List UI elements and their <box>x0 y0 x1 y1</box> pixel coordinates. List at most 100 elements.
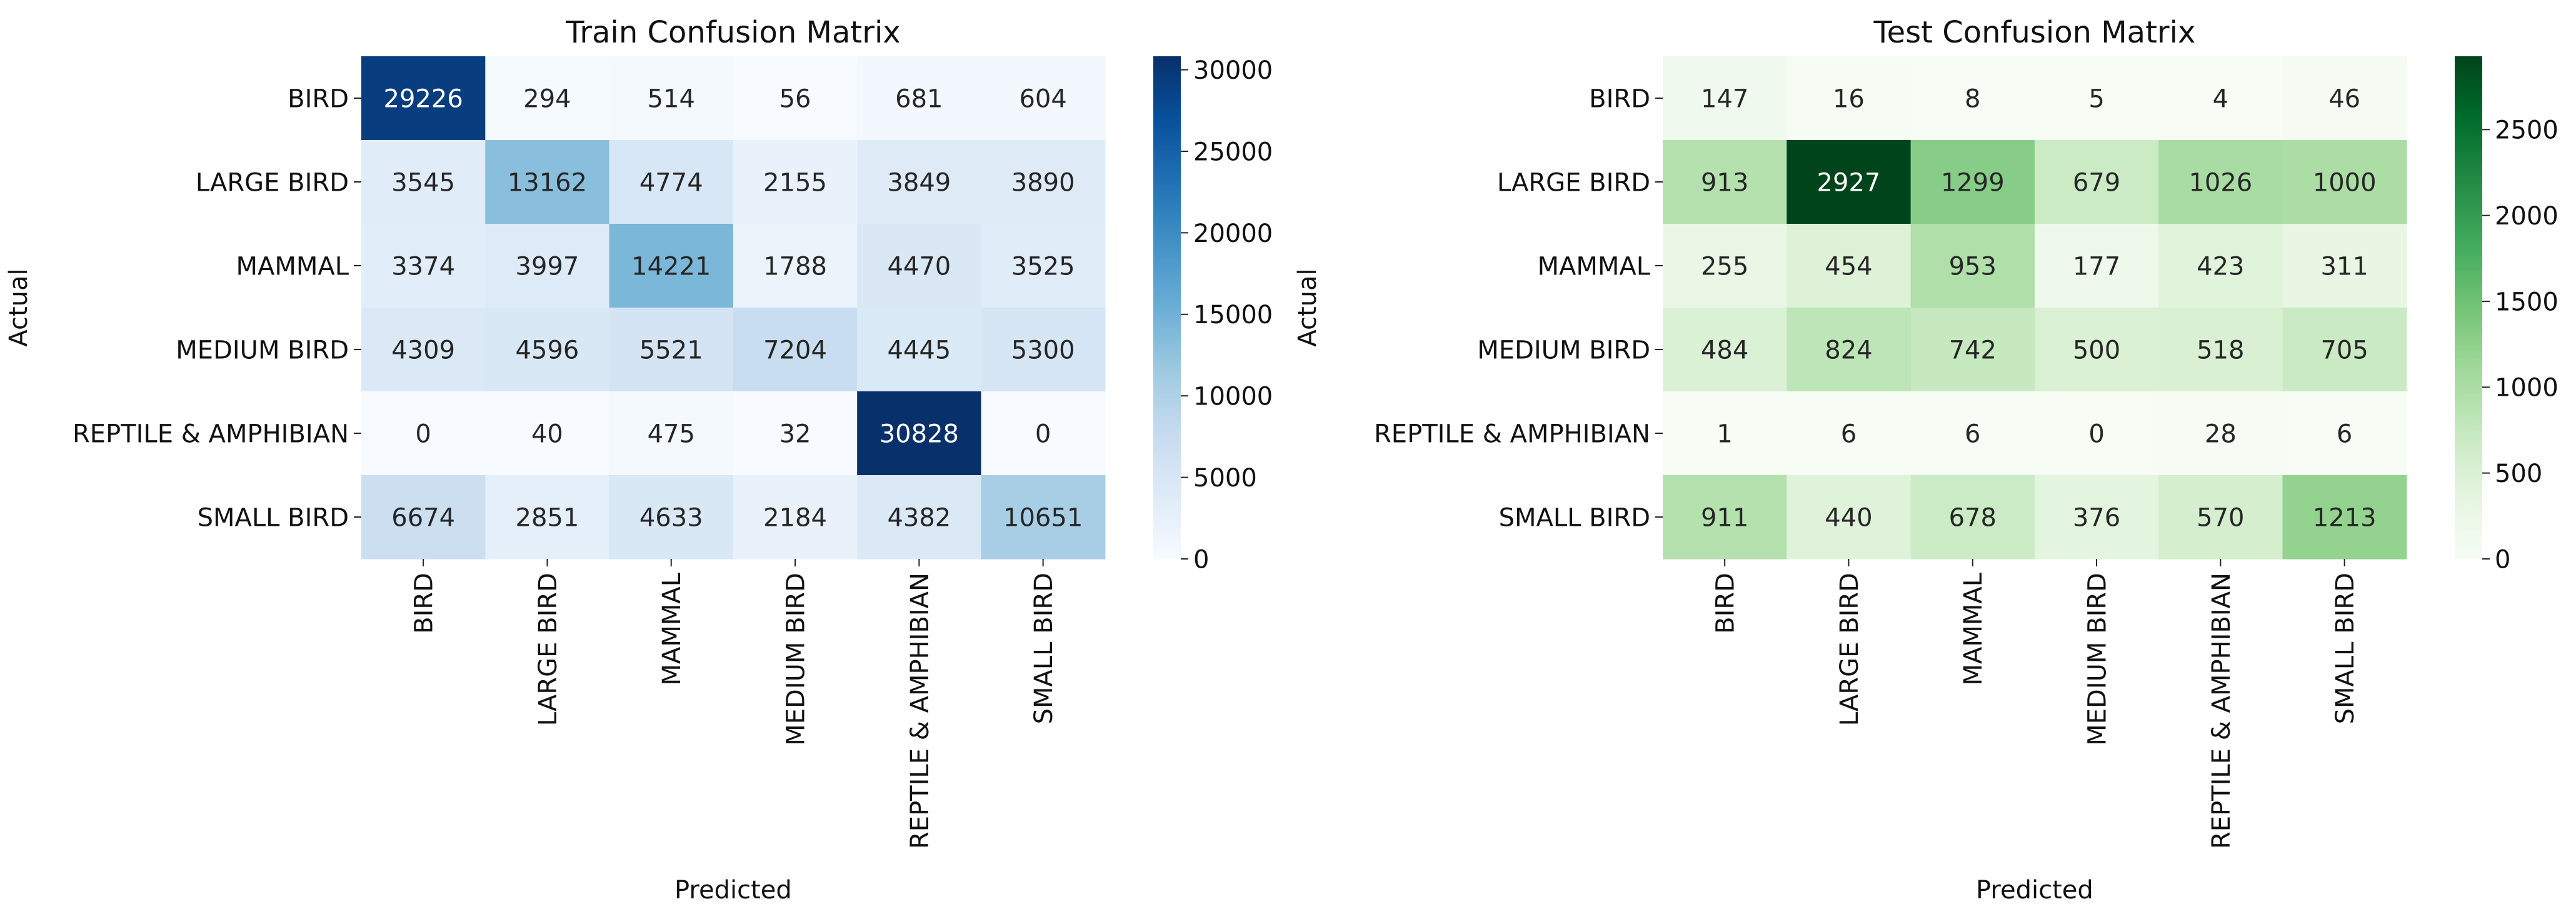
train-cell-r1-c2 <box>609 140 734 224</box>
test-colorbar-tick-label-3: 1500 <box>2495 288 2558 316</box>
test-cell-label-r5-c3: 376 <box>2073 503 2120 532</box>
test-cell-label-r4-c0: 1 <box>1716 419 1732 448</box>
train-cell-r3-c1 <box>485 308 610 392</box>
test-cell-r4-c0 <box>1663 391 1787 476</box>
train-cell-label-r2-c5: 3525 <box>1011 252 1075 281</box>
train-y-tick-label-3: MEDIUM BIRD <box>176 336 349 364</box>
train-y-tick-label-4: REPTILE & AMPHIBIAN <box>73 419 349 448</box>
test-cell-label-r3-c3: 500 <box>2073 336 2120 364</box>
test-cell-r4-c1 <box>1787 391 1912 476</box>
test-cell-label-r2-c2: 953 <box>1949 252 1997 281</box>
test-cell-label-r5-c0: 911 <box>1701 503 1748 532</box>
train-cell-r2-c4 <box>857 224 982 308</box>
test-cell-r3-c1 <box>1787 308 1912 392</box>
train-cell-r0-c4 <box>857 56 982 141</box>
train-cell-label-r1-c1: 13162 <box>508 168 587 197</box>
test-cell-r5-c5 <box>2282 475 2407 560</box>
train-x-axis-label: Predicted <box>674 876 792 905</box>
test-cell-label-r2-c1: 454 <box>1825 252 1872 281</box>
test-cell-label-r2-c4: 423 <box>2197 252 2244 281</box>
test-cell-r4-c3 <box>2034 391 2159 476</box>
test-cell-r3-c4 <box>2158 308 2283 392</box>
test-cell-r2-c2 <box>1910 224 2035 308</box>
test-cell-r2-c0 <box>1663 224 1787 308</box>
test-x-tick-label-2: MAMMAL <box>1959 572 1988 685</box>
train-cell-label-r5-c0: 6674 <box>391 503 455 532</box>
test-cell-r1-c1 <box>1787 140 1912 224</box>
test-cell-r4-c4 <box>2158 391 2283 476</box>
test-cell-r3-c0 <box>1663 308 1787 392</box>
test-cell-label-r2-c0: 255 <box>1701 252 1748 281</box>
train-cell-r5-c3 <box>733 475 858 560</box>
train-colorbar <box>1153 56 1181 559</box>
test-chart-title: Test Confusion Matrix <box>1873 15 2195 50</box>
train-colorbar-tick-label-0: 0 <box>1193 545 1209 574</box>
test-cell-r2-c3 <box>2034 224 2159 308</box>
test-y-tick-label-3: MEDIUM BIRD <box>1477 336 1650 364</box>
train-cell-r0-c5 <box>981 56 1106 141</box>
test-cell-label-r1-c4: 1026 <box>2188 168 2252 197</box>
test-cell-r1-c4 <box>2158 140 2283 224</box>
test-cell-r5-c2 <box>1910 475 2035 560</box>
test-cell-label-r1-c5: 1000 <box>2313 168 2377 197</box>
test-colorbar-tick-label-1: 500 <box>2495 460 2542 488</box>
test-cell-r2-c4 <box>2158 224 2283 308</box>
test-cell-r0-c1 <box>1787 56 1912 141</box>
train-cell-r1-c5 <box>981 140 1106 224</box>
train-x-tick-label-2: MAMMAL <box>658 572 686 685</box>
train-cell-r3-c5 <box>981 308 1106 392</box>
train-cell-label-r4-c5: 0 <box>1035 419 1051 448</box>
test-cell-label-r0-c1: 16 <box>1833 84 1865 113</box>
test-cell-r5-c4 <box>2158 475 2283 560</box>
train-cell-label-r5-c3: 2184 <box>763 503 827 532</box>
train-cell-label-r2-c4: 4470 <box>887 252 951 281</box>
test-colorbar <box>2455 56 2482 559</box>
train-cell-label-r3-c2: 5521 <box>639 336 703 364</box>
test-cell-label-r0-c4: 4 <box>2213 84 2228 113</box>
test-cell-r5-c1 <box>1787 475 1912 560</box>
train-cell-r2-c1 <box>485 224 610 308</box>
test-cell-label-r5-c4: 570 <box>2197 503 2244 532</box>
test-cell-label-r5-c2: 678 <box>1949 503 1997 532</box>
train-cell-r5-c0 <box>361 475 486 560</box>
test-cell-r1-c3 <box>2034 140 2159 224</box>
train-colorbar-tick-label-5: 25000 <box>1193 138 1273 166</box>
train-cell-r5-c5 <box>981 475 1106 560</box>
test-x-tick-label-4: REPTILE & AMPHIBIAN <box>2207 573 2236 849</box>
test-cell-label-r0-c3: 5 <box>2088 84 2104 113</box>
train-cell-label-r4-c0: 0 <box>415 419 431 448</box>
test-cell-label-r4-c5: 6 <box>2337 419 2352 448</box>
test-cell-label-r3-c0: 484 <box>1701 336 1748 364</box>
test-cell-label-r3-c4: 518 <box>2197 336 2244 364</box>
test-cell-r4-c5 <box>2282 391 2407 476</box>
train-cell-label-r5-c5: 10651 <box>1003 503 1083 532</box>
train-cell-r4-c1 <box>485 391 610 476</box>
test-cell-r0-c3 <box>2034 56 2159 141</box>
test-colorbar-tick-label-0: 0 <box>2495 545 2510 574</box>
test-cell-r4-c2 <box>1910 391 2035 476</box>
train-cell-label-r0-c2: 514 <box>648 84 695 113</box>
test-cell-label-r1-c3: 679 <box>2073 168 2120 197</box>
train-cell-label-r3-c5: 5300 <box>1011 336 1075 364</box>
train-cell-r3-c4 <box>857 308 982 392</box>
train-cell-label-r0-c0: 29226 <box>384 84 463 113</box>
train-cell-r3-c0 <box>361 308 486 392</box>
train-colorbar-tick-label-4: 20000 <box>1193 219 1273 248</box>
train-cell-label-r1-c2: 4774 <box>639 168 703 197</box>
train-colorbar-tick-label-2: 10000 <box>1193 383 1273 411</box>
test-cell-r3-c2 <box>1910 308 2035 392</box>
train-cell-r4-c3 <box>733 391 858 476</box>
test-cell-r3-c5 <box>2282 308 2407 392</box>
test-y-axis-label: Actual <box>1293 268 1322 346</box>
train-cell-r2-c3 <box>733 224 858 308</box>
test-cell-label-r2-c5: 311 <box>2320 252 2368 281</box>
train-colorbar-tick-label-3: 15000 <box>1193 301 1273 329</box>
test-cell-r1-c5 <box>2282 140 2407 224</box>
test-cell-label-r5-c5: 1213 <box>2313 503 2377 532</box>
test-colorbar-tick-label-5: 2500 <box>2495 116 2558 145</box>
train-cell-r3-c2 <box>609 308 734 392</box>
train-cell-label-r2-c2: 14221 <box>631 252 711 281</box>
train-cell-r1-c4 <box>857 140 982 224</box>
train-cell-label-r3-c1: 4596 <box>516 336 579 364</box>
